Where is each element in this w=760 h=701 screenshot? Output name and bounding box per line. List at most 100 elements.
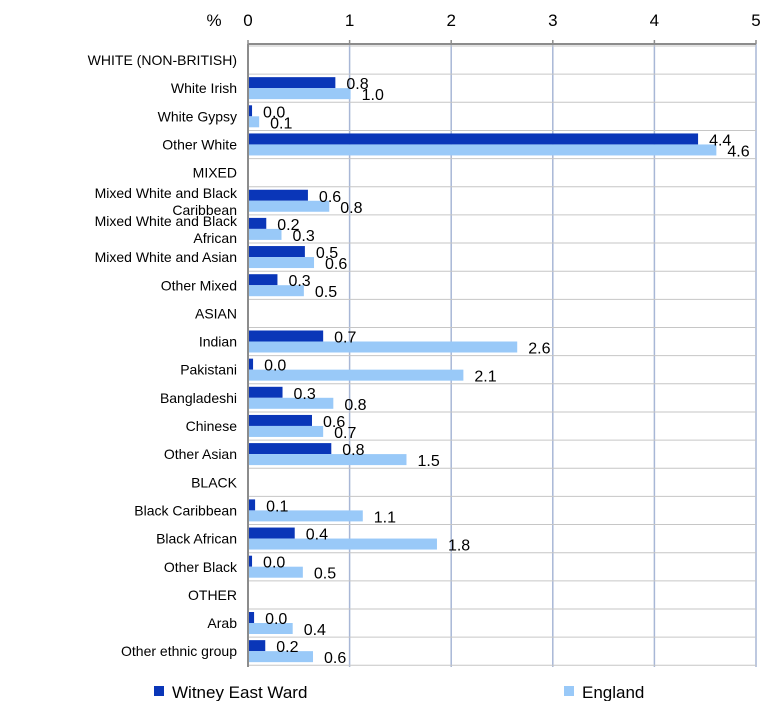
england-bar xyxy=(249,510,363,522)
witney-bar xyxy=(249,527,295,539)
england-bar xyxy=(249,200,330,212)
england-data-label: 1.8 xyxy=(448,538,470,555)
gridlines xyxy=(248,44,757,667)
witney-bar xyxy=(249,105,253,117)
england-data-label: 0.3 xyxy=(293,228,315,245)
category-label: Other White xyxy=(162,137,237,153)
england-data-label: 0.6 xyxy=(324,650,346,667)
england-bar xyxy=(249,651,314,663)
england-data-label: 0.1 xyxy=(270,115,292,132)
witney-data-label: 0.2 xyxy=(276,639,298,656)
witney-bar xyxy=(249,414,312,426)
unit-label: % xyxy=(206,11,221,30)
witney-data-label: 0.0 xyxy=(264,358,286,375)
witney-bar xyxy=(249,612,255,623)
category-label: OTHER xyxy=(188,587,237,603)
england-bar xyxy=(249,623,293,634)
england-bar xyxy=(249,454,407,466)
witney-data-label: 0.8 xyxy=(346,76,368,93)
england-bar xyxy=(249,88,351,100)
category-labels: WHITE (NON-BRITISH) White Irish White Gyps… xyxy=(88,52,238,659)
witney-data-label: 0.6 xyxy=(319,189,341,206)
england-bar xyxy=(249,257,315,269)
england-bar xyxy=(249,228,282,240)
data-labels: 0.80.04.40.60.20.50.30.70.00.30.60.80.10… xyxy=(263,76,750,667)
witney-data-label: 0.3 xyxy=(294,386,316,403)
x-tick-label: 5 xyxy=(751,11,760,30)
england-data-label: 0.7 xyxy=(334,425,356,442)
legend-swatch xyxy=(154,686,164,696)
legend-label: England xyxy=(582,683,644,701)
witney-data-label: 0.2 xyxy=(277,217,299,234)
bars xyxy=(249,77,717,663)
england-bar xyxy=(249,144,717,156)
england-data-label: 1.0 xyxy=(362,87,384,104)
england-data-label: 0.6 xyxy=(325,256,347,273)
witney-data-label: 0.7 xyxy=(334,330,356,347)
axes: 0 1 2 3 4 5% xyxy=(206,11,760,667)
category-label: White Irish xyxy=(171,80,237,96)
witney-bar xyxy=(249,77,336,89)
x-tick-label: 1 xyxy=(345,11,354,30)
england-data-label: 1.1 xyxy=(374,509,396,526)
witney-data-label: 0.5 xyxy=(316,245,338,262)
witney-bar xyxy=(249,189,308,201)
england-bar xyxy=(249,538,437,550)
category-label: MIXED xyxy=(193,165,237,181)
category-label: Indian xyxy=(199,334,237,350)
england-data-label: 2.1 xyxy=(474,369,496,386)
england-data-label: 2.6 xyxy=(528,341,550,358)
category-label: Bangladeshi xyxy=(160,390,237,406)
witney-data-label: 0.8 xyxy=(342,442,364,459)
witney-bar xyxy=(249,274,278,286)
england-bar xyxy=(249,369,464,381)
witney-data-label: 0.0 xyxy=(263,104,285,121)
witney-bar xyxy=(249,217,267,229)
witney-bar xyxy=(249,443,332,455)
england-bar xyxy=(249,116,260,128)
england-data-label: 0.5 xyxy=(314,566,336,583)
england-data-label: 1.5 xyxy=(417,453,439,470)
witney-bar xyxy=(249,246,305,258)
england-data-label: 0.4 xyxy=(304,622,326,639)
england-bar xyxy=(249,425,324,437)
category-label: Mixed White and Asian xyxy=(95,249,237,265)
category-label: BLACK xyxy=(191,474,238,490)
legend-label: Witney East Ward xyxy=(172,683,307,701)
witney-data-label: 4.4 xyxy=(709,132,731,149)
england-data-label: 0.8 xyxy=(344,397,366,414)
category-label: Other Asian xyxy=(164,446,237,462)
england-data-label: 4.6 xyxy=(727,143,749,160)
witney-data-label: 0.4 xyxy=(306,527,328,544)
x-tick-label: 3 xyxy=(548,11,557,30)
x-tick-label: 2 xyxy=(446,11,455,30)
england-bar xyxy=(249,566,303,578)
category-label: Other Mixed xyxy=(161,277,237,293)
witney-bar xyxy=(249,555,253,567)
witney-bar xyxy=(249,133,699,145)
legend-swatch xyxy=(564,686,574,696)
x-tick-label: 4 xyxy=(650,11,659,30)
category-label: Chinese xyxy=(186,418,238,434)
england-bar xyxy=(249,285,304,297)
witney-bar xyxy=(249,499,256,511)
england-bar xyxy=(249,397,334,409)
category-label: Black African xyxy=(156,531,237,547)
witney-bar xyxy=(249,386,283,398)
category-label: White Gypsy xyxy=(158,108,237,124)
category-label: ASIAN xyxy=(195,305,237,321)
category-label: Black Caribbean xyxy=(134,502,237,518)
witney-data-label: 0.0 xyxy=(265,611,287,628)
witney-bar xyxy=(249,330,324,342)
witney-data-label: 0.1 xyxy=(266,498,288,515)
category-label: Arab xyxy=(207,615,237,631)
england-data-label: 0.5 xyxy=(315,284,337,301)
england-data-label: 0.8 xyxy=(340,200,362,217)
category-label: Mixed White and Black African xyxy=(95,213,238,246)
legend: Witney East Ward England xyxy=(154,683,644,701)
witney-bar xyxy=(249,640,266,652)
witney-data-label: 0.3 xyxy=(288,273,310,290)
category-label: Other Black xyxy=(164,559,238,575)
category-label: Mixed White and Black Caribbean xyxy=(95,185,238,218)
